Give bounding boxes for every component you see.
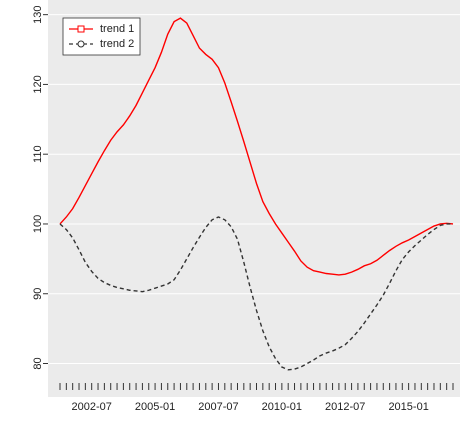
x-tick-label: 2012-07 <box>325 401 365 413</box>
legend-label: trend 1 <box>100 23 134 35</box>
y-tick-label: 100 <box>32 215 44 233</box>
y-tick-label: 110 <box>32 145 44 163</box>
series-line <box>59 17 454 276</box>
plot-background <box>48 0 460 397</box>
legend-label: trend 2 <box>100 38 134 50</box>
series-line <box>59 216 453 371</box>
x-tick-label: 2015-01 <box>388 401 428 413</box>
x-tick-label: 2002-07 <box>72 401 112 413</box>
y-tick-label: 90 <box>32 288 44 300</box>
x-tick-label: 2005-01 <box>135 401 175 413</box>
y-tick-label: 130 <box>32 5 44 23</box>
x-tick-label: 2007-07 <box>198 401 238 413</box>
x-tick-label: 2010-01 <box>262 401 302 413</box>
legend-box <box>62 17 141 56</box>
y-tick-label: 120 <box>32 75 44 93</box>
legend-marker <box>77 25 85 33</box>
legend-marker <box>77 40 85 48</box>
y-tick-label: 80 <box>32 357 44 369</box>
